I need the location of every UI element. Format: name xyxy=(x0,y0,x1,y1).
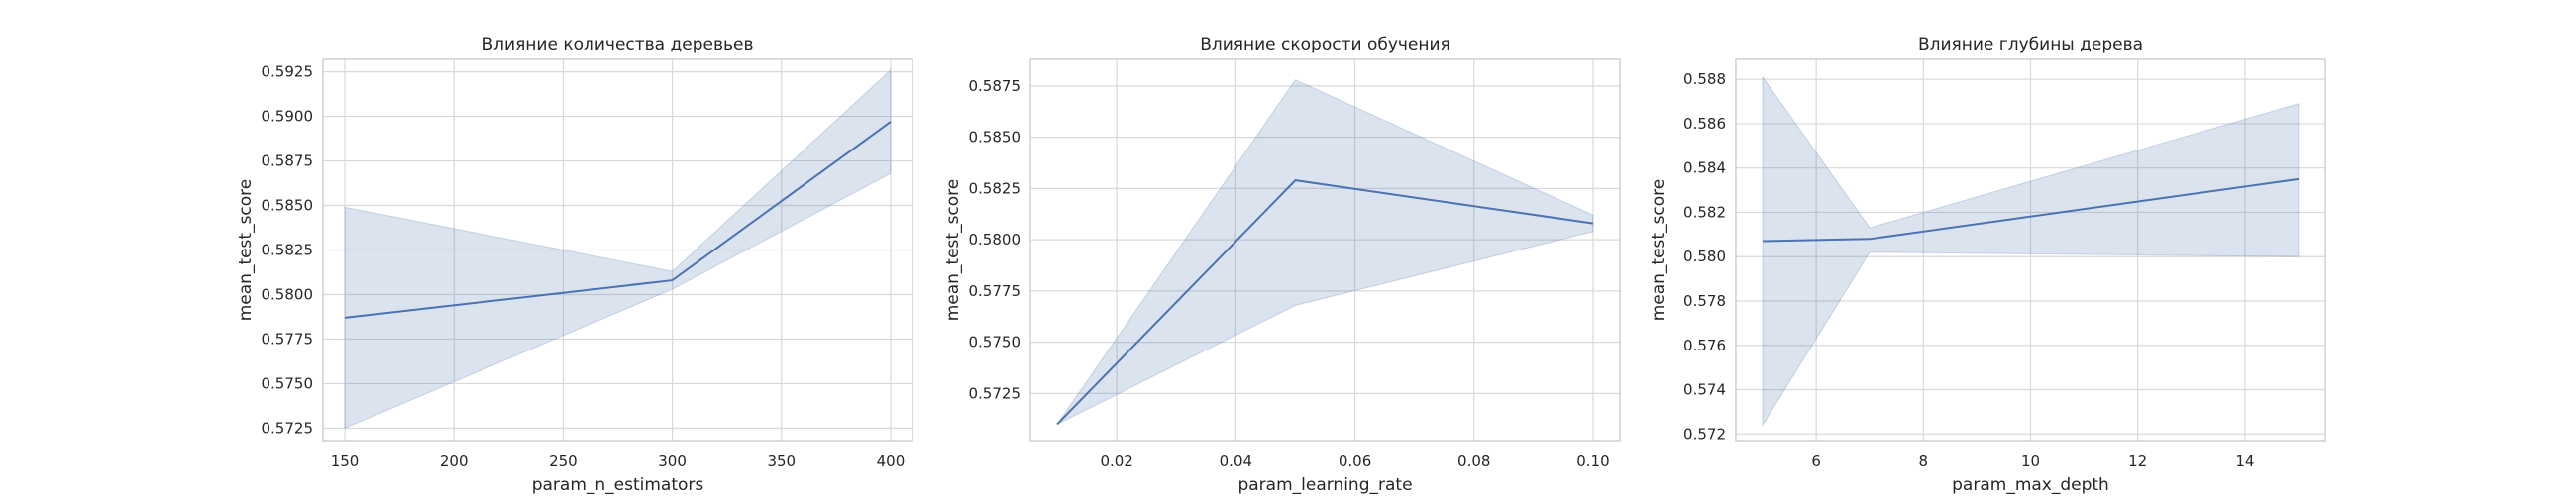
chart-3-x-tick-label-0: 6 xyxy=(1811,452,1821,470)
chart-3-y-tick-label-1: 0.574 xyxy=(1683,381,1726,399)
chart-1-confidence-band xyxy=(344,68,892,430)
chart-2-y-tick-label-4: 0.5825 xyxy=(969,179,1021,197)
chart-3-y-tick-label-2: 0.576 xyxy=(1683,337,1726,354)
chart-1-frame xyxy=(322,58,913,442)
chart-2-x-axis-label: param_learning_rate xyxy=(1237,475,1412,495)
chart-3-confidence-band xyxy=(1762,75,2300,428)
chart-3-frame xyxy=(1735,58,2326,442)
chart-2-x-tick-label-4: 0.10 xyxy=(1576,452,1609,470)
chart-2-y-axis-label: mean_test_score xyxy=(943,179,963,322)
chart-3-x-tick-label-4: 14 xyxy=(2235,452,2254,470)
chart-panel-1: 150 200 250 300 350 400 0.5725 0.5750 0.5775 0.58… xyxy=(236,35,913,495)
chart-3-x-tick-label-3: 12 xyxy=(2128,452,2147,470)
chart-2-title: Влияние скорости обучения xyxy=(1200,35,1450,54)
chart-1-x-tick-label-2: 250 xyxy=(549,452,578,470)
chart-1-y-tick-label-8: 0.5925 xyxy=(262,63,314,81)
chart-2-x-tick-label-0: 0.02 xyxy=(1100,452,1132,470)
chart-1-y-axis-label: mean_test_score xyxy=(236,179,256,322)
chart-2-y-tick-label-6: 0.5875 xyxy=(969,77,1021,95)
chart-1-title: Влияние количества деревьев xyxy=(483,35,754,54)
chart-3-x-tick-label-2: 10 xyxy=(2021,452,2040,470)
chart-1-x-tick-label-0: 150 xyxy=(331,452,360,470)
chart-3-y-tick-label-8: 0.588 xyxy=(1683,70,1726,88)
chart-1-x-axis-label: param_n_estimators xyxy=(532,475,704,495)
chart-3-y-tick-label-4: 0.580 xyxy=(1683,248,1726,265)
chart-1-y-tick-label-2: 0.5775 xyxy=(262,330,314,348)
chart-2-y-tick-label-1: 0.5750 xyxy=(969,334,1021,351)
chart-3-y-tick-label-0: 0.572 xyxy=(1683,425,1726,443)
chart-3-y-axis-label: mean_test_score xyxy=(1649,179,1668,322)
chart-1-y-tick-label-6: 0.5875 xyxy=(262,152,314,170)
chart-1-y-tick-label-0: 0.5725 xyxy=(262,419,314,437)
chart-2-y-tick-label-5: 0.5850 xyxy=(969,129,1021,147)
chart-1-y-tick-label-1: 0.5750 xyxy=(262,374,314,392)
chart-2-y-tick-label-2: 0.5775 xyxy=(969,282,1021,300)
chart-panel-3: 6 8 10 12 14 0.572 0.574 0.576 0.578 0.580 0.582 0.… xyxy=(1649,35,2326,495)
chart-1-x-tick-label-1: 200 xyxy=(440,452,469,470)
chart-1-x-tick-label-5: 400 xyxy=(877,452,906,470)
chart-panel-2: 0.02 0.04 0.06 0.08 0.10 0.5725 0.5750 0.5775 0.… xyxy=(943,35,1621,495)
chart-3-x-axis-label: param_max_depth xyxy=(1952,475,2109,495)
chart-1-x-tick-label-4: 350 xyxy=(767,452,796,470)
chart-2-confidence-band xyxy=(1056,79,1594,425)
chart-1-y-tick-label-4: 0.5825 xyxy=(262,242,314,259)
chart-3-y-tick-label-6: 0.584 xyxy=(1683,159,1726,177)
chart-2-series-line xyxy=(1056,179,1594,426)
chart-2-frame xyxy=(1029,58,1621,442)
chart-1-y-tick-label-3: 0.5800 xyxy=(262,285,314,303)
chart-3-x-tick-label-1: 8 xyxy=(1919,452,1929,470)
chart-3-title: Влияние глубины дерева xyxy=(1918,35,2143,54)
chart-1-x-tick-label-3: 300 xyxy=(658,452,687,470)
chart-2-x-tick-label-2: 0.06 xyxy=(1339,452,1371,470)
chart-2-x-tick-label-3: 0.08 xyxy=(1457,452,1490,470)
chart-3-series-line xyxy=(1763,177,2300,243)
chart-3-y-tick-label-7: 0.586 xyxy=(1683,115,1726,133)
chart-1-y-tick-label-7: 0.5900 xyxy=(262,108,314,126)
chart-2-y-tick-label-3: 0.5800 xyxy=(969,231,1021,249)
chart-1-series-line xyxy=(344,121,892,319)
chart-3-y-tick-label-5: 0.582 xyxy=(1683,203,1726,221)
chart-3-y-tick-label-3: 0.578 xyxy=(1683,292,1726,310)
chart-2-x-tick-label-1: 0.04 xyxy=(1220,452,1252,470)
chart-1-y-tick-label-5: 0.5850 xyxy=(262,197,314,215)
chart-2-y-tick-label-0: 0.5725 xyxy=(969,384,1021,402)
